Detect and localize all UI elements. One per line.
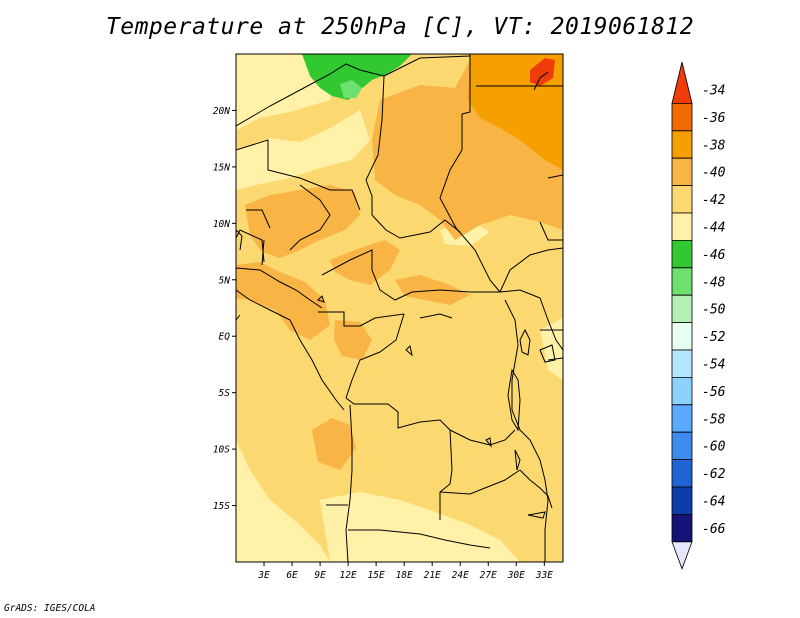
- lon-tick-label: 21E: [424, 570, 441, 581]
- colorbar: -34 -36 -38 -40 -42 -44 -46 -48 -50 -52 -54 -56 -58 -…: [671, 61, 726, 570]
- colorbar-swatch: [671, 240, 693, 269]
- colorbar-swatch: [671, 377, 693, 406]
- colorbar-label: -46: [702, 248, 726, 263]
- field-region-light: [540, 318, 563, 380]
- colorbar-label: -54: [702, 358, 725, 373]
- field-region-cold: [340, 80, 362, 98]
- colorbar-swatch: [671, 404, 693, 433]
- lon-tick-label: 18E: [396, 570, 413, 581]
- colorbar-swatch: [671, 212, 693, 241]
- lat-tick-label: EQ: [219, 332, 231, 343]
- colorbar-label: -34: [702, 84, 725, 99]
- lat-tick-label: 5N: [219, 275, 231, 286]
- colorbar-label: -44: [702, 221, 725, 236]
- field-region-dark: [260, 210, 285, 232]
- colorbar-label: -48: [702, 275, 726, 290]
- latitude-axis: 20N 15N 10N 5N EQ 5S 10S 15S: [213, 106, 236, 512]
- colorbar-label: -66: [702, 522, 726, 537]
- colorbar-label: -38: [702, 138, 726, 153]
- colorbar-label: -62: [702, 467, 726, 482]
- colorbar-swatch: [671, 294, 693, 323]
- colorbar-label: -42: [702, 193, 726, 208]
- field-region-dark: [312, 418, 356, 470]
- colorbar-label: -56: [702, 385, 726, 400]
- temperature-field: [236, 54, 563, 562]
- lat-tick-label: 5S: [219, 388, 231, 399]
- colorbar-label: -60: [702, 440, 726, 455]
- map-frame: [235, 53, 564, 563]
- lakes: [317, 71, 556, 519]
- longitude-axis: 3E 6E 9E 12E 15E 18E 21E 24E 27E 30E 33E: [257, 562, 553, 581]
- colorbar-label: -64: [702, 495, 725, 510]
- lat-tick-label: 10S: [213, 445, 230, 456]
- lon-tick-label: 30E: [507, 570, 525, 581]
- country-borders: [236, 54, 563, 562]
- lon-tick-label: 9E: [314, 570, 326, 581]
- colorbar-swatch: [671, 514, 693, 543]
- map-title: Temperature at 250hPa [C], VT: 201906181…: [105, 14, 695, 40]
- colorbar-label: -40: [702, 166, 726, 181]
- colorbar-swatch: [671, 130, 693, 159]
- colorbar-swatch: [671, 157, 693, 186]
- colorbar-label: -52: [702, 330, 726, 345]
- lon-tick-label: 15E: [368, 570, 385, 581]
- colorbar-swatch: [671, 267, 693, 296]
- field-region-dark: [236, 262, 330, 340]
- lat-tick-label: 15S: [213, 501, 230, 512]
- colorbar-label: -58: [702, 412, 726, 427]
- lat-tick-label: 15N: [213, 162, 230, 173]
- colorbar-swatch: [671, 349, 693, 378]
- colorbar-swatch: [671, 185, 693, 214]
- field-region-dark: [395, 275, 470, 305]
- lat-tick-label: 10N: [213, 219, 230, 230]
- colorbar-swatch: [671, 61, 693, 104]
- lon-tick-label: 33E: [535, 570, 553, 581]
- field-region-darkest: [530, 58, 555, 86]
- field-region-light: [236, 440, 330, 562]
- lon-tick-label: 6E: [286, 570, 298, 581]
- colorbar-swatch: [671, 431, 693, 460]
- colorbar-swatch: [671, 459, 693, 488]
- lat-tick-label: 20N: [213, 106, 230, 117]
- colorbar-swatch: [671, 486, 693, 515]
- colorbar-swatch: [671, 103, 693, 132]
- field-region-dark: [245, 185, 360, 258]
- lon-tick-label: 24E: [452, 570, 469, 581]
- lon-tick-label: 3E: [257, 570, 270, 581]
- field-region-dark: [334, 320, 372, 360]
- grads-credit: GrADS: IGES/COLA: [4, 603, 96, 614]
- colorbar-swatch: [671, 322, 693, 351]
- lon-tick-label: 12E: [340, 570, 357, 581]
- colorbar-label: -50: [702, 303, 726, 318]
- field-region-cold: [302, 54, 412, 100]
- colorbar-label: -36: [702, 111, 726, 126]
- lon-tick-label: 27E: [480, 570, 497, 581]
- field-region-dark: [330, 240, 400, 285]
- colorbar-swatch: [671, 541, 693, 570]
